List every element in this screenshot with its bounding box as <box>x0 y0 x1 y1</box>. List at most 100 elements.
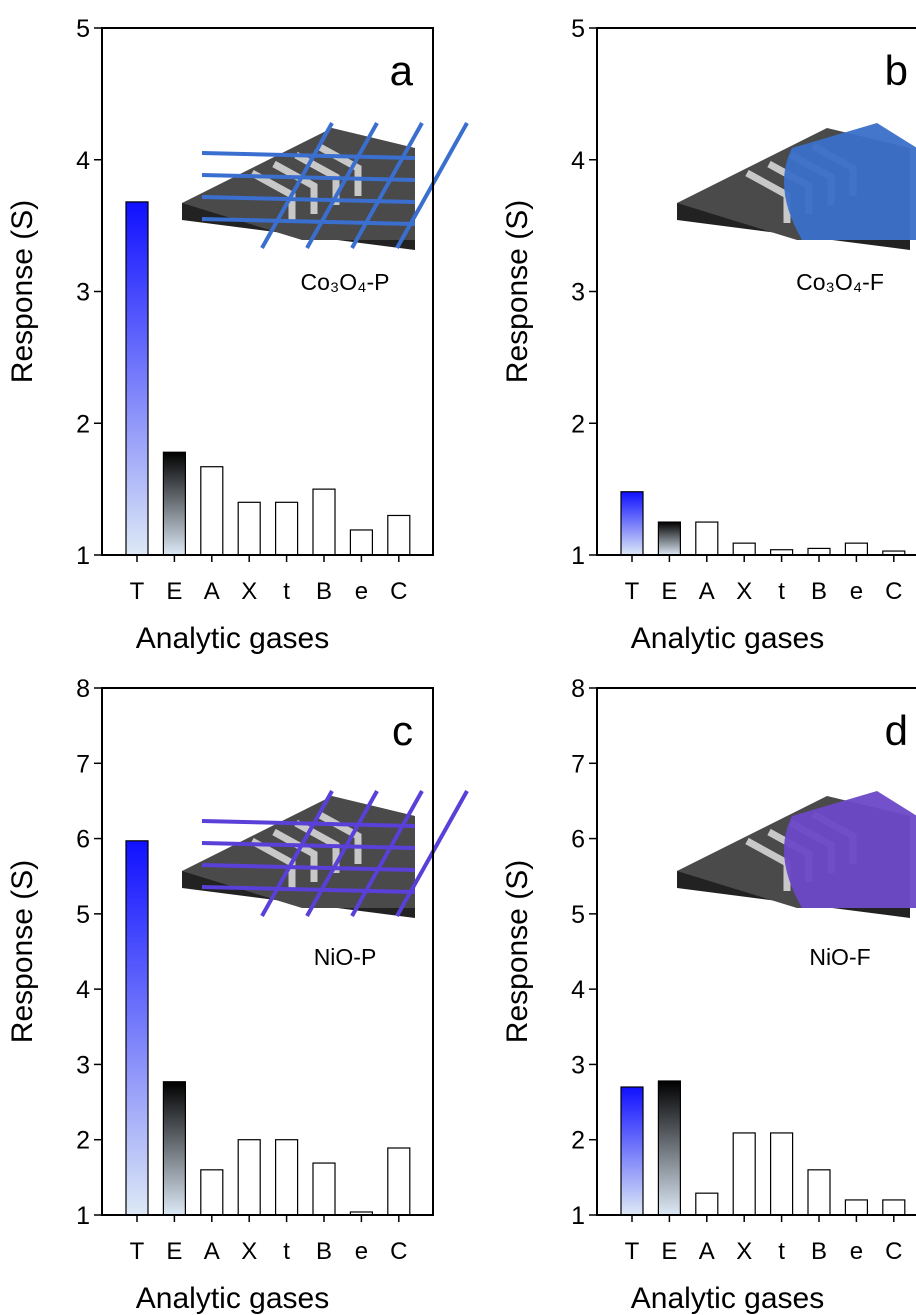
inset-wire <box>260 790 334 917</box>
x-tick-label: X <box>736 1238 752 1265</box>
y-tick-label: 3 <box>571 1051 585 1079</box>
y-tick-label: 1 <box>76 1202 90 1230</box>
inset-wire <box>201 885 416 894</box>
x-tick-label: X <box>736 578 752 605</box>
y-axis-label: Response (S) <box>6 200 39 383</box>
y-tick-label: 2 <box>76 1127 90 1155</box>
y-tick-label: 2 <box>571 410 585 438</box>
x-tick-label: T <box>130 1238 145 1265</box>
x-tick-label: B <box>811 578 827 605</box>
inset-electrode <box>272 828 318 882</box>
bar <box>349 529 373 556</box>
bar <box>807 1169 831 1216</box>
x-tick-label: B <box>316 578 332 605</box>
bar <box>312 1162 336 1216</box>
panel-label: a <box>390 47 414 94</box>
bar <box>695 1192 719 1216</box>
bar <box>732 542 756 556</box>
panel-label: b <box>885 47 908 94</box>
x-tick-label: T <box>130 578 145 605</box>
y-tick-label: 2 <box>571 1127 585 1155</box>
inset-wire <box>260 122 334 249</box>
x-tick-label: A <box>204 1238 220 1265</box>
y-tick-label: 6 <box>76 826 90 854</box>
y-tick-label: 8 <box>76 675 90 703</box>
y-tick-label: 5 <box>571 901 585 929</box>
y-tick-label: 5 <box>76 901 90 929</box>
y-tick-label: 4 <box>571 976 585 1004</box>
inset-wire <box>305 790 379 917</box>
bar <box>844 1199 869 1216</box>
y-tick-label: 7 <box>571 750 585 778</box>
y-axis-label: Response (S) <box>501 860 534 1043</box>
bar <box>657 521 682 556</box>
inset-wire <box>201 217 416 226</box>
bar <box>275 501 299 556</box>
bar <box>237 1139 261 1216</box>
y-axis-label: Response (S) <box>6 860 39 1043</box>
bar <box>387 1147 411 1216</box>
x-tick-label: e <box>850 578 863 605</box>
inset-wire <box>350 790 424 917</box>
x-tick-label: E <box>661 578 677 605</box>
x-axis-label: Analytic gases <box>631 622 824 655</box>
x-tick-label: T <box>625 578 640 605</box>
inset-electrode <box>316 142 362 196</box>
x-tick-label: E <box>661 1238 677 1265</box>
x-tick-label: E <box>166 578 182 605</box>
y-tick-label: 3 <box>76 1051 90 1079</box>
x-tick-label: A <box>699 578 715 605</box>
x-tick-label: e <box>850 1238 863 1265</box>
sample-label: Co₃O₄-P <box>300 269 389 295</box>
sample-label: Co₃O₄-F <box>796 269 884 295</box>
bar <box>237 501 261 556</box>
x-tick-label: t <box>778 578 785 605</box>
inset-wire <box>350 122 424 249</box>
x-tick-label: t <box>283 578 290 605</box>
x-tick-label: e <box>355 1238 368 1265</box>
y-tick-label: 1 <box>76 542 90 570</box>
bar <box>387 514 411 556</box>
panel-label: d <box>885 707 908 754</box>
bar <box>200 466 224 556</box>
inset-film <box>784 123 916 240</box>
bar <box>620 1086 644 1216</box>
inset-wire <box>201 173 416 182</box>
x-tick-label: C <box>885 1238 902 1265</box>
x-tick-label: E <box>166 1238 182 1265</box>
y-tick-label: 5 <box>571 15 585 43</box>
x-axis-label: Analytic gases <box>136 1282 329 1315</box>
y-tick-label: 1 <box>571 542 585 570</box>
x-tick-label: B <box>316 1238 332 1265</box>
inset-electrode <box>316 810 362 864</box>
y-tick-label: 4 <box>76 976 90 1004</box>
bar <box>162 1081 186 1216</box>
x-tick-label: t <box>283 1238 290 1265</box>
x-tick-label: C <box>885 578 902 605</box>
sample-label: NiO-F <box>809 944 870 970</box>
y-tick-label: 3 <box>76 279 90 307</box>
y-tick-label: 2 <box>76 410 90 438</box>
x-tick-label: X <box>241 1238 257 1265</box>
bar <box>769 1132 794 1216</box>
bar <box>162 451 186 556</box>
inset-electrode <box>272 160 318 214</box>
y-tick-label: 6 <box>571 826 585 854</box>
x-tick-label: T <box>625 1238 640 1265</box>
x-tick-label: t <box>778 1238 785 1265</box>
inset-film <box>784 791 916 908</box>
bar <box>275 1139 299 1216</box>
x-tick-label: A <box>699 1238 715 1265</box>
x-axis-label: Analytic gases <box>136 622 329 655</box>
bar <box>125 840 149 1216</box>
bar <box>125 201 149 556</box>
x-tick-label: e <box>355 578 368 605</box>
bar <box>200 1169 224 1216</box>
bar <box>732 1132 756 1216</box>
